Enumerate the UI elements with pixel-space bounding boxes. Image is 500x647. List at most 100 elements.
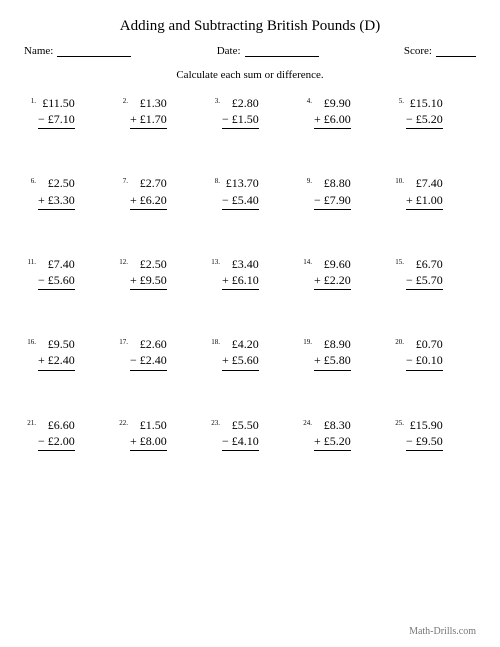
- score-label: Score:: [404, 45, 432, 57]
- problem-bottom: + £5.60: [222, 352, 259, 370]
- problem-number: 8.: [208, 175, 220, 185]
- problem-top: £1.50: [130, 417, 167, 433]
- problem-stack: £3.40+ £6.10: [222, 256, 259, 290]
- problem-top: £9.60: [314, 256, 351, 272]
- problem-bottom: − £7.10: [38, 111, 75, 129]
- date-blank[interactable]: [245, 45, 319, 57]
- problem-top: £6.70: [406, 256, 443, 272]
- footer-text: Math-Drills.com: [409, 626, 476, 637]
- problem: 3.£2.80− £1.50: [208, 95, 292, 129]
- problem-number: 12.: [116, 256, 128, 266]
- name-blank[interactable]: [57, 45, 131, 57]
- problem-bottom: − £9.50: [406, 433, 443, 451]
- problem: 8.£13.70− £5.40: [208, 175, 292, 209]
- problem-stack: £9.50+ £2.40: [38, 336, 75, 370]
- problem-stack: £13.70− £5.40: [222, 175, 259, 209]
- problem-bottom: − £0.10: [406, 352, 443, 370]
- header-row: Name: Date: Score:: [24, 45, 476, 57]
- name-field: Name:: [24, 45, 131, 57]
- problem: 5.£15.10− £5.20: [392, 95, 476, 129]
- problem-top: £8.30: [314, 417, 351, 433]
- problem-stack: £1.50+ £8.00: [130, 417, 167, 451]
- problem: 18.£4.20+ £5.60: [208, 336, 292, 370]
- problem: 14.£9.60+ £2.20: [300, 256, 384, 290]
- problem: 22.£1.50+ £8.00: [116, 417, 200, 451]
- problem-stack: £6.70− £5.70: [406, 256, 443, 290]
- worksheet-page: Adding and Subtracting British Pounds (D…: [0, 0, 500, 647]
- problem: 12.£2.50+ £9.50: [116, 256, 200, 290]
- problem-bottom: + £5.20: [314, 433, 351, 451]
- problem-top: £6.60: [38, 417, 75, 433]
- problem-stack: £8.30+ £5.20: [314, 417, 351, 451]
- problem-top: £2.50: [130, 256, 167, 272]
- problem-bottom: + £1.70: [130, 111, 167, 129]
- problem-number: 2.: [116, 95, 128, 105]
- problem-number: 5.: [392, 95, 404, 105]
- problem-bottom: − £5.20: [406, 111, 443, 129]
- problem: 11.£7.40− £5.60: [24, 256, 108, 290]
- problem-stack: £8.80− £7.90: [314, 175, 351, 209]
- problem-top: £0.70: [406, 336, 443, 352]
- problem-top: £2.70: [130, 175, 167, 191]
- problem-top: £15.90: [406, 417, 443, 433]
- problem: 10.£7.40+ £1.00: [392, 175, 476, 209]
- problem-number: 21.: [24, 417, 36, 427]
- problem-bottom: + £6.20: [130, 192, 167, 210]
- problem-number: 14.: [300, 256, 312, 266]
- problem-stack: £2.60− £2.40: [130, 336, 167, 370]
- problem-top: £4.20: [222, 336, 259, 352]
- problem-stack: £9.60+ £2.20: [314, 256, 351, 290]
- problem-number: 15.: [392, 256, 404, 266]
- problem-stack: £2.50+ £3.30: [38, 175, 75, 209]
- problem: 16.£9.50+ £2.40: [24, 336, 108, 370]
- score-field: Score:: [404, 45, 476, 57]
- problem-number: 23.: [208, 417, 220, 427]
- instruction-text: Calculate each sum or difference.: [24, 69, 476, 81]
- problem-number: 4.: [300, 95, 312, 105]
- problem-top: £8.90: [314, 336, 351, 352]
- problem: 19.£8.90+ £5.80: [300, 336, 384, 370]
- problem-stack: £1.30+ £1.70: [130, 95, 167, 129]
- score-blank[interactable]: [436, 45, 476, 57]
- problem-top: £9.50: [38, 336, 75, 352]
- problem-stack: £15.10− £5.20: [406, 95, 443, 129]
- problem-bottom: + £6.00: [314, 111, 351, 129]
- problem-number: 20.: [392, 336, 404, 346]
- problem: 17.£2.60− £2.40: [116, 336, 200, 370]
- page-title: Adding and Subtracting British Pounds (D…: [24, 18, 476, 35]
- problem-stack: £6.60− £2.00: [38, 417, 75, 451]
- problem: 7.£2.70+ £6.20: [116, 175, 200, 209]
- problem: 9.£8.80− £7.90: [300, 175, 384, 209]
- problem-stack: £0.70− £0.10: [406, 336, 443, 370]
- problem-stack: £2.70+ £6.20: [130, 175, 167, 209]
- problem-top: £13.70: [222, 175, 259, 191]
- problem-top: £7.40: [38, 256, 75, 272]
- problem: 21.£6.60− £2.00: [24, 417, 108, 451]
- problem-number: 17.: [116, 336, 128, 346]
- problem-number: 25.: [392, 417, 404, 427]
- problem-top: £3.40: [222, 256, 259, 272]
- problem-bottom: − £2.40: [130, 352, 167, 370]
- problem-top: £2.50: [38, 175, 75, 191]
- problems-grid: 1.£11.50− £7.102.£1.30+ £1.703.£2.80− £1…: [24, 95, 476, 451]
- problem-bottom: + £9.50: [130, 272, 167, 290]
- problem-top: £7.40: [406, 175, 443, 191]
- problem-stack: £4.20+ £5.60: [222, 336, 259, 370]
- problem-top: £2.60: [130, 336, 167, 352]
- problem-stack: £11.50− £7.10: [38, 95, 75, 129]
- problem-top: £9.90: [314, 95, 351, 111]
- problem-top: £8.80: [314, 175, 351, 191]
- problem-top: £5.50: [222, 417, 259, 433]
- problem: 1.£11.50− £7.10: [24, 95, 108, 129]
- problem: 2.£1.30+ £1.70: [116, 95, 200, 129]
- problem-number: 10.: [392, 175, 404, 185]
- problem-bottom: + £8.00: [130, 433, 167, 451]
- problem: 13.£3.40+ £6.10: [208, 256, 292, 290]
- problem-bottom: − £7.90: [314, 192, 351, 210]
- problem-stack: £7.40− £5.60: [38, 256, 75, 290]
- problem-top: £11.50: [38, 95, 75, 111]
- problem-stack: £5.50− £4.10: [222, 417, 259, 451]
- problem-number: 1.: [24, 95, 36, 105]
- problem-stack: £7.40+ £1.00: [406, 175, 443, 209]
- problem-stack: £9.90+ £6.00: [314, 95, 351, 129]
